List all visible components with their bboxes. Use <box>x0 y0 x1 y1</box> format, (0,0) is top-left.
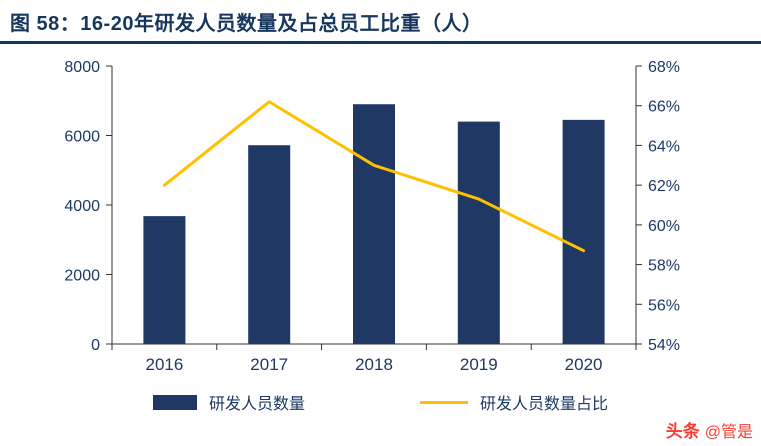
chart-title: 图 58：16-20年研发人员数量及占总员工比重（人） <box>10 13 483 35</box>
combo-chart: 0 2000 4000 6000 8000 54% 56% 58% 60% 62% 64% 66% 68… <box>64 59 680 374</box>
svg-text:62%: 62% <box>648 178 680 195</box>
chart-title-bar: 图 58：16-20年研发人员数量及占总员工比重（人） <box>0 0 761 44</box>
svg-text:60%: 60% <box>648 218 680 235</box>
legend-label-line: 研发人员数量占比 <box>480 396 609 413</box>
svg-text:58%: 58% <box>648 258 680 275</box>
legend-item-line: 研发人员数量占比 <box>420 390 608 414</box>
line-series-swatch <box>420 400 468 404</box>
watermark-handle: @管是 <box>704 423 753 441</box>
chart-area: 0 2000 4000 6000 8000 54% 56% 58% 60% 62% 64% 66% 68… <box>0 44 761 387</box>
svg-text:68%: 68% <box>648 59 680 76</box>
svg-text:66%: 66% <box>648 99 680 116</box>
svg-text:6000: 6000 <box>64 129 100 146</box>
svg-text:8000: 8000 <box>64 59 100 76</box>
svg-text:4000: 4000 <box>64 198 100 215</box>
svg-text:2017: 2017 <box>250 355 288 374</box>
svg-text:56%: 56% <box>648 297 680 314</box>
svg-text:2000: 2000 <box>64 268 100 285</box>
legend-label-bar: 研发人员数量 <box>208 396 305 413</box>
toutiao-logo: 头条 <box>665 422 700 441</box>
legend: 研发人员数量 研发人员数量占比 <box>0 385 761 419</box>
svg-text:2016: 2016 <box>145 355 183 374</box>
legend-item-bar: 研发人员数量 <box>152 390 305 414</box>
bar-series-swatch <box>152 394 197 410</box>
svg-text:2019: 2019 <box>460 355 498 374</box>
svg-text:2020: 2020 <box>565 355 603 374</box>
watermark: 头条 @管是 <box>666 417 753 442</box>
svg-text:2018: 2018 <box>355 355 393 374</box>
svg-text:64%: 64% <box>648 138 680 155</box>
svg-text:54%: 54% <box>648 337 680 354</box>
svg-text:0: 0 <box>91 337 100 354</box>
